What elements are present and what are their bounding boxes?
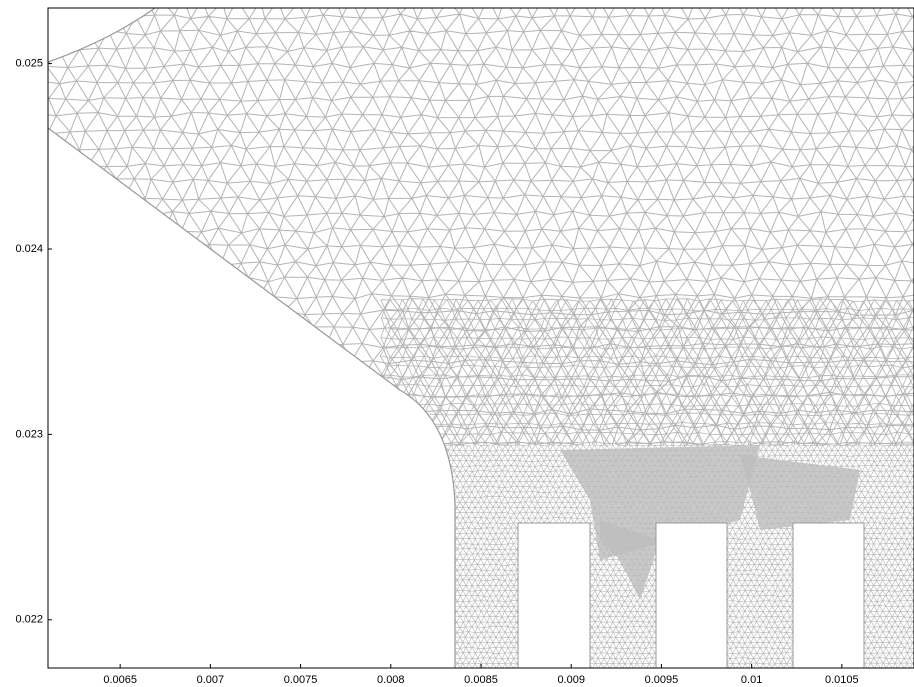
x-tick-label: 0.0065	[103, 674, 137, 686]
x-tick-label: 0.0085	[464, 674, 498, 686]
slot	[793, 523, 864, 668]
y-tick-label: 0.022	[15, 614, 43, 626]
boundary	[48, 8, 455, 668]
y-tick-label: 0.023	[15, 428, 43, 440]
x-tick-label: 0.0105	[825, 674, 859, 686]
slot	[518, 523, 590, 668]
mesh-coarse	[27, 0, 914, 480]
slot	[656, 523, 727, 668]
x-tick-label: 0.0095	[645, 674, 679, 686]
x-tick-label: 0.0075	[284, 674, 318, 686]
y-tick-label: 0.025	[15, 58, 43, 70]
x-tick-label: 0.01	[741, 674, 762, 686]
mesh-clip	[27, 0, 914, 680]
page: {"chart_data": {"type": "mesh", "xlim": …	[0, 0, 914, 687]
mesh-layer	[27, 0, 914, 680]
x-tick-label: 0.009	[557, 674, 585, 686]
x-tick-label: 0.007	[197, 674, 225, 686]
y-tick-label: 0.024	[15, 243, 43, 255]
chart: 0.0065 0.007 0.0075 0.008 0.0085 0.009 0.0095 0…	[0, 0, 914, 687]
x-tick-label: 0.008	[377, 674, 405, 686]
